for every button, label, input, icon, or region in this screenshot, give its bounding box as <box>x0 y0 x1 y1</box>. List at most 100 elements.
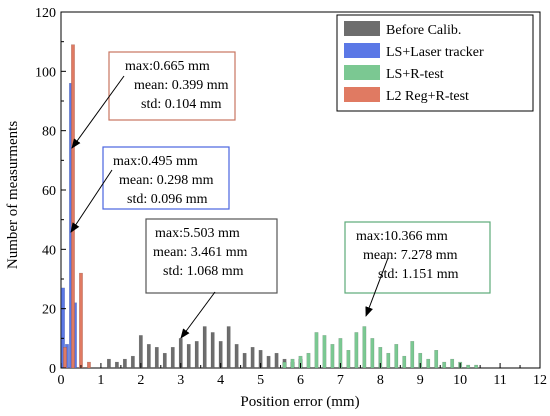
x-tick-label: 1 <box>97 373 104 388</box>
legend-label: Before Calib. <box>386 23 461 38</box>
bar <box>63 347 67 369</box>
annotation-line: max:0.495 mm <box>113 154 198 169</box>
bar <box>394 344 399 369</box>
annotation-box <box>344 221 491 294</box>
x-tick-label: 11 <box>493 373 506 388</box>
bar <box>402 355 407 369</box>
bar <box>242 352 247 369</box>
y-tick-label: 120 <box>35 6 56 21</box>
annotation-line: mean: 0.399 mm <box>134 78 229 93</box>
annotation-box <box>108 51 236 121</box>
y-tick-label: 100 <box>35 65 56 80</box>
bar <box>322 335 327 369</box>
bar-series-3 <box>63 44 91 369</box>
legend-item-3: L2 Reg+R-test <box>344 87 469 104</box>
stats-annotation-3: max:10.366 mm mean: 7.278 mm std: 1.151 mm <box>344 221 491 317</box>
x-tick-label: 2 <box>137 373 144 388</box>
bar <box>122 358 127 369</box>
bar <box>474 364 479 369</box>
bar <box>226 326 231 369</box>
annotation-arrow <box>71 75 125 149</box>
bar <box>234 344 239 369</box>
x-tick-label: 4 <box>217 373 224 388</box>
bar <box>282 361 287 369</box>
annotation-line: mean: 0.298 mm <box>119 173 214 188</box>
x-tick-label: 0 <box>58 373 65 388</box>
annotation-box <box>145 218 278 294</box>
bar <box>410 341 415 369</box>
legend-label: LS+Laser tracker <box>386 45 484 60</box>
bar <box>466 364 471 369</box>
bar <box>290 358 295 369</box>
annotation-line: mean: 7.278 mm <box>363 248 458 263</box>
bar <box>346 350 351 369</box>
x-axis-title: Position error (mm) <box>240 394 359 410</box>
annotation-line: max:0.665 mm <box>125 59 210 74</box>
stats-annotation-2: max:5.503 mm mean: 3.461 mm std: 1.068 mm <box>145 218 278 339</box>
bar <box>306 352 311 369</box>
annotation-line: mean: 3.461 mm <box>153 245 248 260</box>
legend-swatch <box>344 87 380 102</box>
bar <box>130 355 135 369</box>
annotation-line: std: 1.068 mm <box>163 264 244 279</box>
x-tick-label: 8 <box>377 373 384 388</box>
annotation-line: std: 0.104 mm <box>141 97 222 112</box>
bar <box>354 332 359 369</box>
bar <box>202 326 207 369</box>
bar <box>386 352 391 369</box>
bar <box>442 361 447 369</box>
legend-item-2: LS+R-test <box>344 65 444 82</box>
x-tick-label: 3 <box>177 373 184 388</box>
bar <box>314 332 319 369</box>
x-tick-label: 10 <box>453 373 467 388</box>
bar <box>186 344 191 369</box>
annotation-arrow <box>70 169 113 233</box>
y-tick-label: 0 <box>49 362 56 377</box>
bar <box>71 44 75 369</box>
y-tick-label: 80 <box>42 125 56 140</box>
legend-label: LS+R-test <box>386 67 444 82</box>
annotation-line: std: 1.151 mm <box>378 267 459 282</box>
annotation-arrow <box>365 257 389 317</box>
x-tick-label: 6 <box>297 373 304 388</box>
stats-annotation-1: max:0.495 mm mean: 0.298 mm std: 0.096 mm <box>70 146 230 233</box>
stats-annotation-0: max:0.665 mm mean: 0.399 mm std: 0.104 mm <box>71 51 236 149</box>
bar <box>250 347 255 369</box>
annotation-line: max:5.503 mm <box>155 226 240 241</box>
legend-swatch <box>344 21 380 36</box>
annotation-box <box>102 146 230 210</box>
y-tick-label: 60 <box>42 184 56 199</box>
x-tick-label: 5 <box>257 373 264 388</box>
bar <box>274 352 279 369</box>
y-axis-title: Number of measurments <box>5 121 21 269</box>
bar <box>266 355 271 369</box>
bar <box>106 358 111 369</box>
annotation-line: std: 0.096 mm <box>127 192 208 207</box>
bar <box>162 352 167 369</box>
annotation-line: max:10.366 mm <box>356 229 448 244</box>
bar <box>370 338 375 369</box>
legend-swatch <box>344 43 380 58</box>
bar <box>210 332 215 369</box>
legend-label: L2 Reg+R-test <box>386 89 469 104</box>
legend-item-1: LS+Laser tracker <box>344 43 484 60</box>
x-tick-label: 9 <box>417 373 424 388</box>
legend-item-0: Before Calib. <box>344 21 461 38</box>
x-tick-label: 12 <box>533 373 547 388</box>
bar <box>426 358 431 369</box>
y-tick-label: 40 <box>42 243 56 258</box>
bar <box>154 347 159 369</box>
bar <box>146 344 151 369</box>
x-tick-label: 7 <box>337 373 344 388</box>
bar <box>362 326 367 369</box>
bar <box>79 272 83 369</box>
bar <box>87 361 91 369</box>
bar <box>114 361 119 369</box>
legend-swatch <box>344 65 380 80</box>
y-tick-label: 20 <box>42 303 56 318</box>
bar <box>330 344 335 369</box>
legend: Before Calib. LS+Laser tracker LS+R-test L2… <box>336 14 534 112</box>
bar <box>170 347 175 369</box>
